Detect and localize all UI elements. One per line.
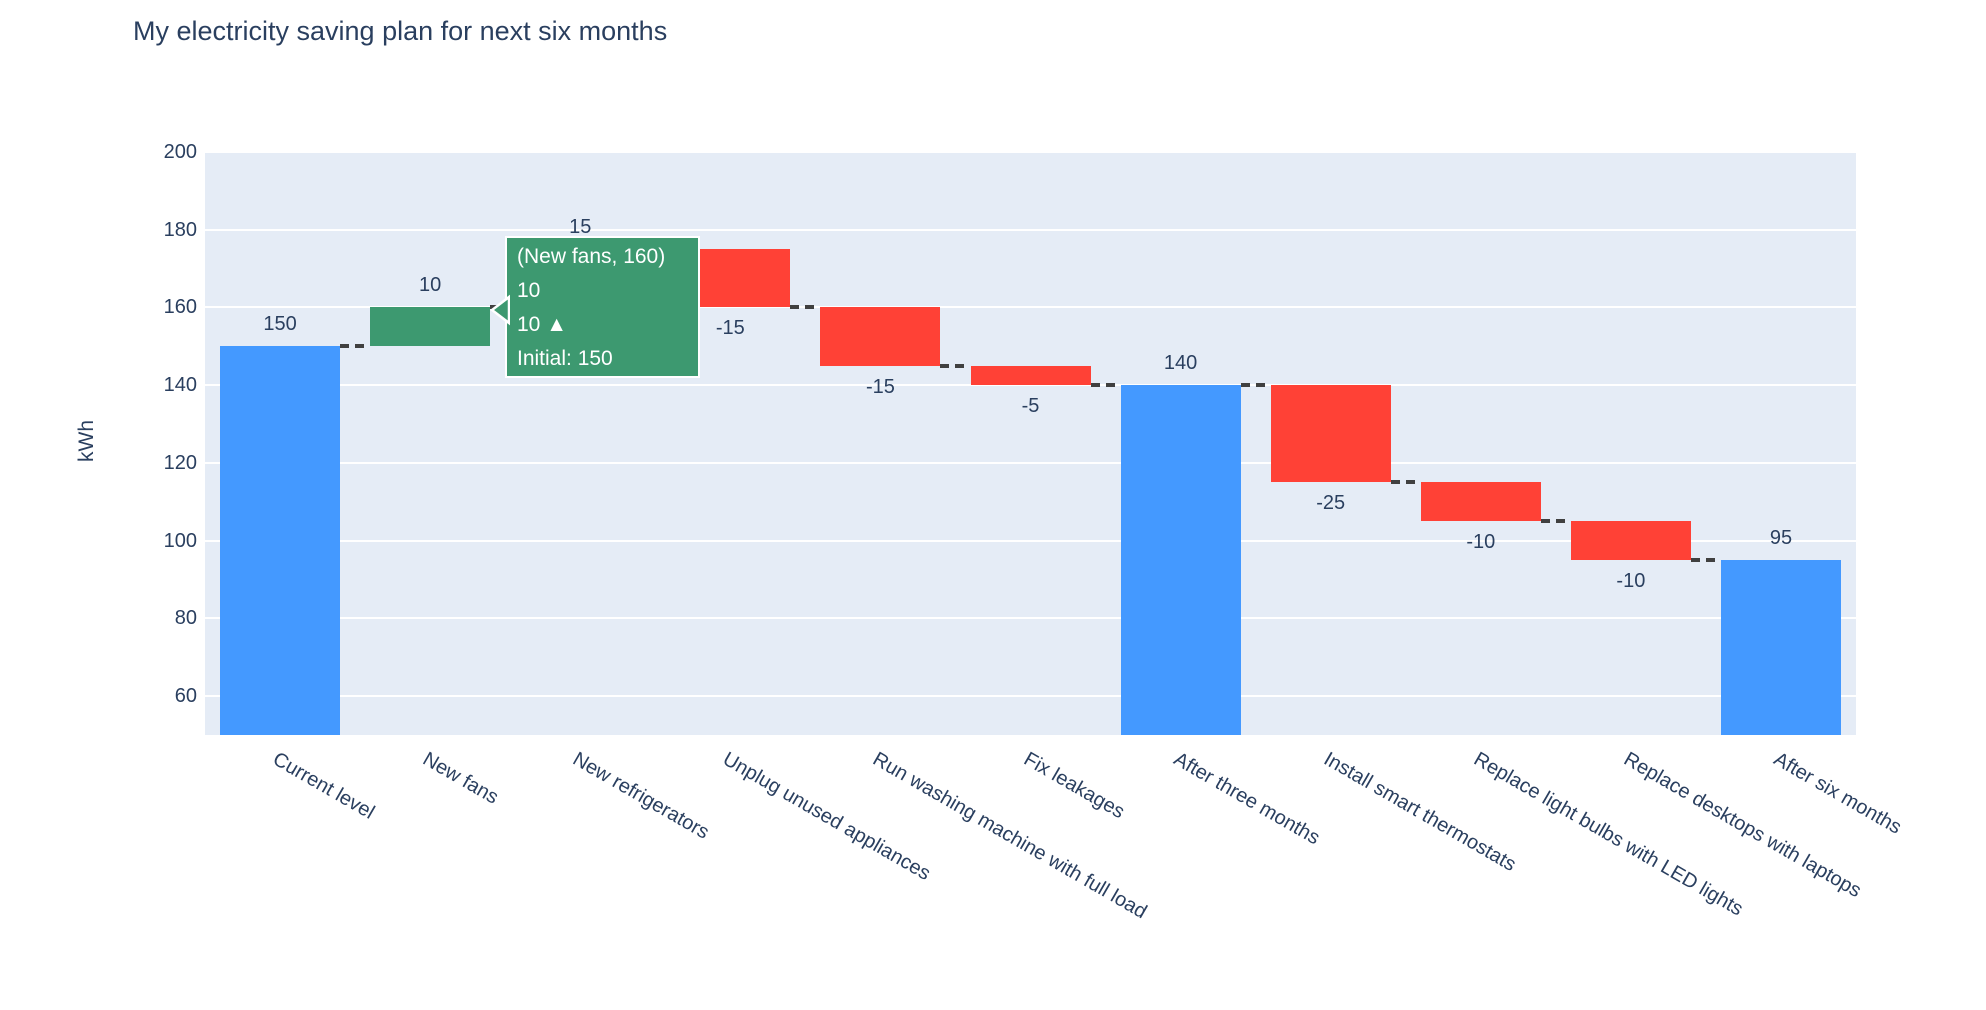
y-tick-label: 120 (163, 451, 197, 474)
y-tick-label: 60 (174, 685, 197, 708)
waterfall-bar[interactable] (970, 365, 1091, 386)
bar-value-label: 10 (419, 274, 442, 297)
connector-line (340, 344, 371, 349)
bar-value-label: 95 (1769, 527, 1793, 550)
tooltip-arrow-icon (490, 294, 510, 326)
gridline (205, 151, 1856, 153)
connector-line (1090, 383, 1121, 388)
x-tick-label: Replace light bulbs with LED lights (1469, 748, 1747, 921)
gridline (205, 306, 1856, 309)
y-tick-label: 160 (163, 296, 197, 319)
connector-line (1540, 519, 1571, 524)
y-tick-label: 200 (163, 141, 197, 163)
hover-tooltip: (New fans, 160) 10 10 ▲ Initial: 150 (490, 236, 700, 378)
waterfall-bar[interactable] (1270, 385, 1391, 483)
bar-value-label: 140 (1163, 352, 1198, 375)
bar-value-label: 150 (263, 313, 297, 336)
waterfall-bar[interactable] (1420, 482, 1541, 522)
bar-value-label: 15 (569, 216, 592, 239)
waterfall-bar[interactable] (820, 307, 941, 366)
tooltip-value: 10 (517, 279, 541, 302)
y-tick-label: 100 (163, 529, 197, 552)
bar-value-label: -15 (715, 317, 745, 340)
x-tick-label: After three months (1169, 748, 1324, 850)
connector-line (940, 363, 971, 368)
x-tick-label: Current level (269, 748, 379, 824)
gridline (205, 228, 1856, 231)
connector-line (1390, 480, 1421, 485)
y-tick-label: 140 (163, 374, 197, 397)
chart-title: My electricity saving plan for next six … (133, 16, 668, 46)
x-tick-label: Run washing machine with full load (869, 748, 1151, 924)
x-tick-label: Fix leakages (1019, 748, 1128, 824)
gridline (205, 695, 1856, 698)
bar-value-label: -5 (1021, 395, 1040, 418)
tooltip-initial: Initial: 150 (517, 347, 613, 370)
tooltip-delta: 10 ▲ (517, 313, 567, 336)
x-tick-label: New fans (419, 748, 503, 809)
waterfall-bar[interactable] (220, 346, 341, 735)
y-tick-label: 80 (174, 607, 197, 630)
y-tick-label: 180 (163, 218, 197, 241)
gridline (205, 617, 1856, 620)
connector-line (1240, 383, 1271, 388)
connector-line (1690, 558, 1721, 563)
y-axis-title: kWh (75, 420, 98, 462)
bar-value-label: -10 (1616, 570, 1646, 593)
waterfall-bar[interactable] (1570, 521, 1691, 561)
bar-value-label: -15 (865, 375, 895, 398)
plot-area (205, 152, 1856, 735)
waterfall-bar[interactable] (1120, 385, 1241, 735)
gridline (205, 384, 1856, 387)
x-tick-label: Replace desktops with laptops (1619, 748, 1865, 903)
bar-value-label: -10 (1466, 531, 1496, 554)
x-tick-label: After six months (1769, 748, 1906, 839)
waterfall-bar[interactable] (370, 307, 491, 347)
connector-line (790, 305, 821, 310)
x-tick-label: New refrigerators (569, 748, 714, 844)
waterfall-bar[interactable] (1720, 560, 1841, 735)
gridline (205, 461, 1856, 464)
gridline (205, 539, 1856, 542)
bar-value-label: -25 (1316, 492, 1346, 515)
tooltip-title: (New fans, 160) (517, 245, 666, 268)
